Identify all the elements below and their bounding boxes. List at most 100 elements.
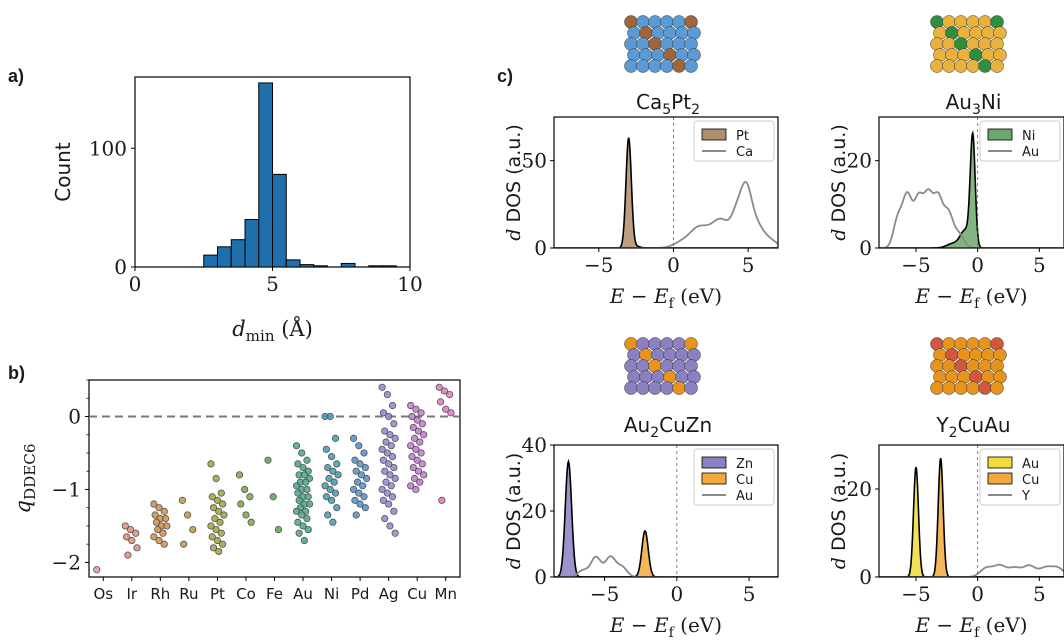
dos-fill-cu bbox=[554, 530, 778, 577]
scatter-point-rh bbox=[163, 522, 171, 530]
x-tick-label: −5 bbox=[901, 253, 930, 277]
scatter-point-ag bbox=[378, 383, 386, 391]
scatter-point-ir bbox=[126, 525, 135, 534]
dos-line-au bbox=[554, 555, 778, 577]
dos-fill-ni bbox=[879, 133, 1064, 248]
scatter-point-ir bbox=[128, 536, 136, 545]
legend-swatch bbox=[987, 128, 1013, 141]
x-axis-label: E − Ef (eV) bbox=[914, 284, 1027, 312]
scatter-point-pd bbox=[353, 478, 362, 486]
scatter-point-ru bbox=[178, 496, 186, 504]
scatter-point-cu bbox=[410, 434, 419, 442]
y-tick-label: 20 bbox=[522, 499, 547, 523]
scatter-point-ag bbox=[382, 478, 390, 486]
scatter-point-ag bbox=[379, 409, 388, 417]
atom-sphere bbox=[954, 59, 968, 73]
panel-label-a: a) bbox=[8, 66, 24, 86]
y-axis-label: d DOS (a.u.) bbox=[503, 124, 525, 241]
scatter-point-cu bbox=[416, 478, 424, 486]
scatter-point-au bbox=[292, 482, 301, 490]
x-axis-label: dmin (Å) bbox=[232, 316, 313, 345]
scatter-point-pd bbox=[363, 474, 371, 483]
scatter-point-rh bbox=[150, 500, 158, 508]
atom-sphere bbox=[942, 59, 956, 73]
y-axis-label: d DOS (a.u.) bbox=[828, 124, 850, 241]
scatter-point-au bbox=[303, 456, 311, 464]
scatter-point-cu bbox=[412, 485, 420, 494]
y-tick-label: 0 bbox=[114, 255, 127, 279]
y-axis-label: qDDEC6 bbox=[11, 444, 39, 514]
y-tick-label: −1 bbox=[52, 477, 81, 501]
scatter-point-pt bbox=[213, 536, 222, 545]
dos-line-y bbox=[879, 563, 1064, 577]
legend-swatch bbox=[701, 456, 727, 469]
subplot-frame bbox=[553, 116, 779, 249]
scatter-point-ag bbox=[378, 485, 386, 494]
atom-sphere bbox=[660, 59, 674, 73]
scatter-point-pd bbox=[360, 449, 368, 457]
scatter-point-cu bbox=[414, 427, 423, 435]
x-tick-label: Rh bbox=[150, 585, 170, 603]
histogram-bar bbox=[340, 262, 356, 268]
scatter-point-cu bbox=[412, 445, 420, 453]
scatter-point-mn bbox=[436, 398, 445, 406]
atom-sphere bbox=[978, 381, 992, 395]
x-tick-label: Fe bbox=[266, 585, 283, 603]
scatter-point-ni bbox=[334, 471, 342, 479]
scatter-point-pt bbox=[209, 544, 218, 552]
scatter-point-rh bbox=[161, 515, 170, 523]
scatter-point-au bbox=[305, 500, 314, 508]
scatter-point-ag bbox=[379, 496, 388, 504]
dos-line-ca bbox=[554, 181, 778, 248]
crystal-structure-image bbox=[624, 337, 701, 395]
scatter-point-ir bbox=[123, 533, 131, 541]
y-axis-label: d DOS (a.u.) bbox=[503, 453, 525, 570]
legend-label: Pt bbox=[736, 129, 749, 144]
scatter-point-mn bbox=[447, 409, 455, 417]
x-tick-label: 0 bbox=[129, 272, 142, 296]
scatter-point-au bbox=[295, 496, 303, 504]
dos-subplot-c4: Y2CuAu −5 0 5 0 20 E − Ef (eV) d DOS (a.u.) AuCu… bbox=[828, 337, 1064, 641]
scatter-point-co bbox=[237, 500, 245, 508]
x-tick-label: 5 bbox=[266, 272, 279, 296]
scatter-point-cu bbox=[420, 471, 428, 479]
scatter-point-rh bbox=[152, 518, 161, 526]
scatter-point-cu bbox=[409, 423, 417, 432]
scatter-point-ag bbox=[386, 471, 394, 479]
scatter-point-cu bbox=[418, 460, 426, 468]
dos-outline-au bbox=[879, 466, 1064, 577]
histogram-bar bbox=[285, 259, 301, 268]
scatter-point-rh bbox=[151, 511, 159, 519]
legend-label: Au bbox=[1022, 145, 1039, 160]
scatter-point-cu bbox=[414, 467, 423, 475]
scatter-point-co bbox=[235, 471, 244, 479]
y-tick-label: 0 bbox=[534, 565, 547, 589]
scatter-point-mn bbox=[442, 405, 450, 413]
dos-fill-au bbox=[879, 467, 1064, 577]
scatter-point-ru bbox=[189, 525, 197, 534]
scatter-point-ir bbox=[133, 544, 141, 552]
subplot-title: Ca5Pt2 bbox=[636, 90, 700, 118]
y-tick-label: −2 bbox=[52, 550, 81, 574]
scatter-point-au bbox=[304, 525, 312, 534]
histogram-bar bbox=[313, 265, 328, 268]
scatter-point-pd bbox=[355, 442, 363, 450]
x-tick-label: 5 bbox=[1033, 582, 1046, 606]
x-tick-label: 0 bbox=[670, 582, 683, 606]
scatter-point-cu bbox=[407, 482, 415, 490]
y-tick-label: 20 bbox=[847, 149, 872, 173]
scatter-point-ni bbox=[321, 482, 329, 490]
scatter-point-ni bbox=[325, 474, 333, 483]
legend-label: Zn bbox=[736, 457, 753, 472]
y-tick-label: 0 bbox=[534, 236, 547, 260]
atom-sphere bbox=[624, 59, 638, 73]
scatter-point-au bbox=[299, 522, 307, 530]
scatter-point-pt bbox=[213, 496, 222, 504]
scatter-point-fe bbox=[269, 493, 277, 501]
scatter-point-au bbox=[303, 485, 311, 494]
scatter-point-ir bbox=[124, 551, 132, 559]
scatter-point-ag bbox=[385, 460, 393, 468]
